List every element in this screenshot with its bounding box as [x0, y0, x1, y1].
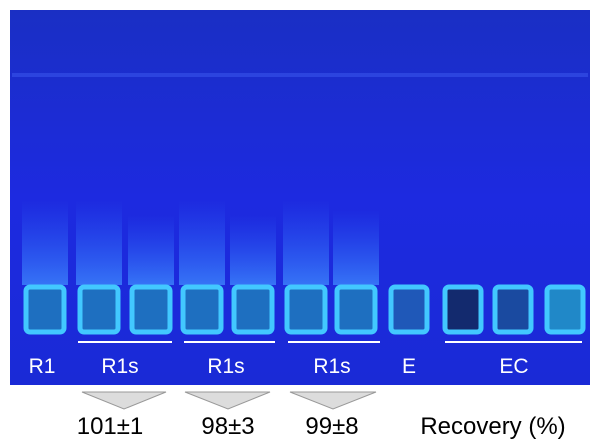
- spot: [77, 284, 121, 335]
- smear: [333, 210, 379, 285]
- spot: [231, 284, 275, 335]
- arrow: [81, 391, 167, 410]
- arrow: [184, 391, 271, 410]
- lane-label: E: [402, 355, 416, 378]
- smear: [179, 200, 225, 285]
- arrows: [81, 391, 377, 410]
- lane-label: R1s: [313, 355, 350, 378]
- smear: [230, 215, 276, 285]
- smear: [128, 215, 174, 285]
- spot: [442, 284, 484, 335]
- recovery-value: 98±3: [201, 413, 254, 440]
- smear: [283, 200, 329, 285]
- lane-label: R1s: [101, 355, 138, 378]
- recovery-value: 99±8: [305, 413, 358, 440]
- spot: [492, 284, 534, 335]
- spot: [388, 284, 430, 335]
- recovery-label: Recovery (%): [420, 413, 565, 440]
- lane-label: EC: [499, 355, 528, 378]
- spot: [129, 284, 173, 335]
- recovery-value: 101±1: [77, 413, 144, 440]
- lane-label: R1: [29, 355, 56, 378]
- lane-label: R1s: [207, 355, 244, 378]
- spot: [544, 284, 586, 335]
- spots: [23, 284, 586, 335]
- smear: [76, 200, 122, 285]
- smears: [22, 200, 379, 285]
- arrow: [289, 391, 377, 410]
- smear: [22, 200, 68, 285]
- spot: [180, 284, 224, 335]
- spot: [334, 284, 378, 335]
- spot: [284, 284, 328, 335]
- spot: [23, 284, 67, 335]
